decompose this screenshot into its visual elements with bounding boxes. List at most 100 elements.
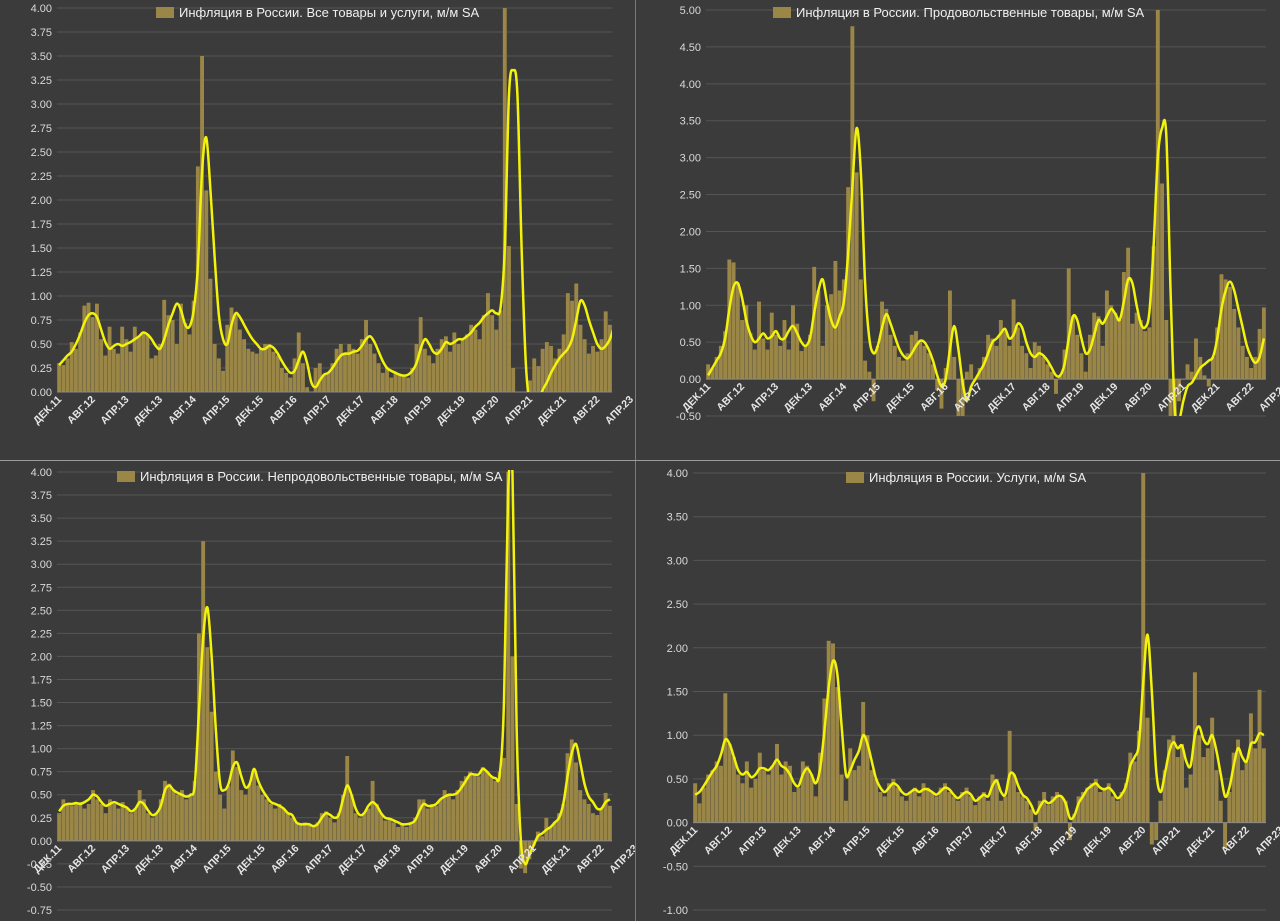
- bar: [1071, 316, 1075, 380]
- bar: [1089, 783, 1094, 823]
- bar: [490, 315, 495, 392]
- bar: [170, 320, 175, 392]
- y-tick-label: 1.00: [667, 730, 688, 742]
- bar: [298, 824, 303, 841]
- bar: [1227, 286, 1232, 380]
- bar: [368, 344, 373, 392]
- bar: [1041, 356, 1046, 380]
- bar: [858, 279, 863, 380]
- bar: [400, 824, 405, 841]
- y-tick-label: 0.00: [31, 836, 52, 848]
- bar: [275, 355, 280, 392]
- bar: [693, 783, 698, 823]
- y-tick-label: 2.25: [31, 628, 52, 640]
- bar: [1128, 752, 1133, 823]
- bar: [489, 776, 494, 841]
- bar: [882, 796, 887, 823]
- bar: [235, 767, 240, 841]
- y-tick-label: 3.50: [31, 51, 52, 63]
- bar: [452, 332, 457, 392]
- bar: [485, 771, 489, 841]
- trend-line: [707, 119, 1266, 416]
- bar: [1020, 345, 1025, 380]
- y-tick-label: 3.50: [667, 512, 688, 524]
- y-tick-label: 1.50: [31, 698, 52, 710]
- bar: [1083, 371, 1088, 380]
- bar: [141, 799, 146, 841]
- bar: [95, 799, 100, 841]
- bar: [389, 377, 394, 392]
- bar: [357, 817, 362, 841]
- bar: [196, 633, 201, 841]
- x-tick-label: ДЕК.21: [539, 842, 573, 876]
- y-tick-label: 4.50: [680, 42, 701, 54]
- bar: [952, 356, 957, 380]
- bar: [787, 765, 792, 823]
- bar: [351, 348, 356, 392]
- bar: [128, 351, 133, 392]
- y-tick-label: -0.50: [663, 861, 688, 873]
- bar: [800, 761, 805, 823]
- bar: [904, 800, 909, 823]
- bar: [225, 324, 230, 392]
- bar: [818, 752, 823, 823]
- bar: [233, 315, 238, 392]
- x-tick-label: АВГ.12: [702, 824, 735, 857]
- bar: [108, 799, 112, 841]
- bar: [837, 290, 842, 380]
- bar: [213, 771, 218, 841]
- bar: [290, 817, 295, 841]
- bar: [869, 770, 874, 823]
- y-tick-label: -0.25: [27, 859, 52, 871]
- legend-label: Инфляция в России. Все товары и услуги, …: [179, 5, 480, 20]
- y-tick-label: 1.50: [667, 687, 688, 699]
- x-tick-label: ДЕК.19: [1080, 824, 1114, 858]
- bar: [1032, 342, 1037, 380]
- bar: [410, 368, 415, 392]
- x-tick-label: ДЕК.15: [873, 824, 907, 858]
- y-tick-label: 2.00: [31, 195, 52, 207]
- bar: [748, 333, 753, 380]
- bar: [854, 172, 859, 380]
- bar: [727, 743, 732, 823]
- bar: [472, 774, 477, 841]
- y-tick-label: 0.00: [680, 374, 701, 386]
- bar: [736, 774, 741, 823]
- bar: [1201, 757, 1206, 823]
- bar: [1180, 743, 1184, 823]
- bar: [561, 803, 566, 841]
- bar: [221, 370, 226, 392]
- y-tick-label: 2.75: [31, 123, 52, 135]
- x-tick-label: АПР.23: [607, 842, 635, 875]
- bar: [1202, 375, 1207, 380]
- x-tick-label: АПР.23: [603, 394, 635, 427]
- bar: [846, 187, 851, 380]
- bar: [1168, 379, 1173, 416]
- bar: [328, 817, 333, 841]
- bar: [511, 368, 516, 392]
- bar: [553, 358, 558, 392]
- y-tick-label: 0.50: [31, 790, 52, 802]
- legend: Инфляция в России. Непродовольственные т…: [117, 469, 503, 484]
- bar: [364, 320, 368, 392]
- bar: [65, 803, 70, 841]
- bar: [124, 339, 129, 392]
- bar: [387, 817, 392, 841]
- bar: [271, 351, 276, 392]
- bar: [431, 363, 436, 392]
- bar: [999, 800, 1004, 823]
- bar: [379, 813, 384, 841]
- bar: [1028, 368, 1033, 380]
- bar: [150, 817, 155, 841]
- bar: [313, 368, 318, 392]
- bar: [158, 344, 162, 392]
- y-tick-label: 3.75: [31, 27, 52, 39]
- bar: [1117, 320, 1122, 380]
- bar: [930, 792, 935, 823]
- bar: [129, 813, 134, 841]
- bar: [917, 796, 922, 823]
- bar: [99, 339, 104, 392]
- bar: [427, 355, 432, 392]
- bar: [1115, 800, 1120, 823]
- bar: [171, 790, 176, 841]
